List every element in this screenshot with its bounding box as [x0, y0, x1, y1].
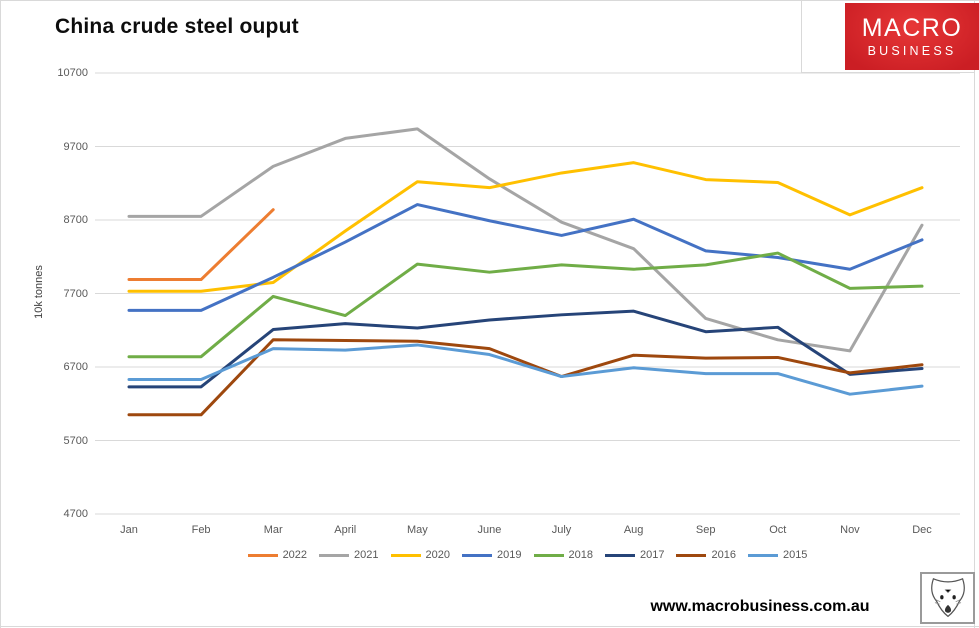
legend-swatch-2016	[676, 553, 707, 557]
logo-cell-border-bottom	[801, 72, 975, 73]
legend-label-2022: 2022	[282, 549, 308, 561]
x-tick-label-Dec: Dec	[912, 524, 932, 536]
x-tick-label-May: May	[406, 524, 428, 536]
y-tick-label-6700: 6700	[63, 361, 88, 373]
series-line-2020	[127, 161, 924, 293]
legend-item-2018: 2018	[533, 549, 593, 561]
macrobusiness-logo: MACRO BUSINESS	[845, 3, 979, 70]
legend-label-2019: 2019	[497, 549, 522, 561]
y-tick-label-5700: 5700	[63, 434, 88, 447]
legend-item-2019: 2019	[462, 549, 522, 561]
legend-label-2016: 2016	[711, 549, 736, 561]
legend-swatch-2017	[604, 553, 635, 557]
y-tick-label-8700: 8700	[63, 214, 88, 226]
legend-label-2020: 2020	[425, 549, 451, 561]
page-border-bottom	[0, 626, 979, 627]
chart-title: China crude steel ouput	[55, 15, 299, 38]
y-tick-label-9700: 9700	[63, 140, 88, 153]
fox-logo	[920, 572, 975, 624]
logo-cell-border	[801, 0, 802, 72]
y-tick-label-7700: 7700	[63, 287, 88, 300]
series-line-2017	[127, 309, 924, 389]
legend-item-2017: 2017	[604, 549, 665, 561]
fox-head-icon	[930, 578, 965, 618]
y-tick-label-10700: 10700	[57, 67, 88, 79]
legend-item-2015: 2015	[747, 549, 808, 561]
legend-swatch-2020	[390, 553, 421, 557]
legend-item-2020: 2020	[390, 549, 451, 561]
series-line-2019	[127, 203, 924, 312]
legend-label-2017: 2017	[639, 549, 665, 561]
legend-swatch-2019	[462, 553, 493, 557]
logo-text-macro: MACRO	[861, 13, 963, 42]
x-tick-label-Oct: Oct	[769, 524, 787, 536]
chart-legend: 2022 2021 2020 2019 2018 2017 2016 2015	[95, 547, 960, 563]
legend-item-2022: 2022	[247, 549, 308, 561]
legend-label-2021: 2021	[354, 549, 379, 561]
page-border-top	[0, 0, 979, 1]
legend-label-2018: 2018	[568, 549, 593, 561]
y-tick-label-4700: 4700	[63, 508, 88, 520]
legend-swatch-2021	[319, 553, 350, 557]
series-line-2022	[127, 208, 275, 282]
legend-swatch-2015	[747, 553, 778, 557]
series-line-2016	[127, 338, 924, 417]
legend-swatch-2018	[533, 553, 564, 557]
series-line-2018	[127, 251, 924, 359]
page-border-right	[974, 0, 975, 628]
page-border-left	[0, 0, 1, 628]
x-tick-label-Sep: Sep	[695, 524, 716, 536]
legend-item-2016: 2016	[676, 549, 736, 561]
logo-text-business: BUSINESS	[867, 43, 957, 58]
x-tick-label-Jan: Jan	[120, 524, 138, 536]
legend-item-2021: 2021	[319, 549, 379, 561]
website-url: www.macrobusiness.com.au	[650, 598, 870, 615]
legend-label-2015: 2015	[782, 549, 808, 561]
x-tick-label-Mar: Mar	[263, 524, 283, 536]
legend-swatch-2022	[247, 553, 278, 557]
x-tick-label-June: June	[477, 524, 502, 536]
x-tick-label-April: April	[334, 524, 357, 536]
series-line-2015	[127, 343, 924, 396]
x-tick-label-Feb: Feb	[191, 524, 211, 536]
x-tick-label-Nov: Nov	[840, 524, 860, 536]
x-tick-label-July: July	[551, 524, 572, 536]
series-line-2021	[127, 127, 924, 353]
x-tick-label-Aug: Aug	[623, 524, 644, 536]
